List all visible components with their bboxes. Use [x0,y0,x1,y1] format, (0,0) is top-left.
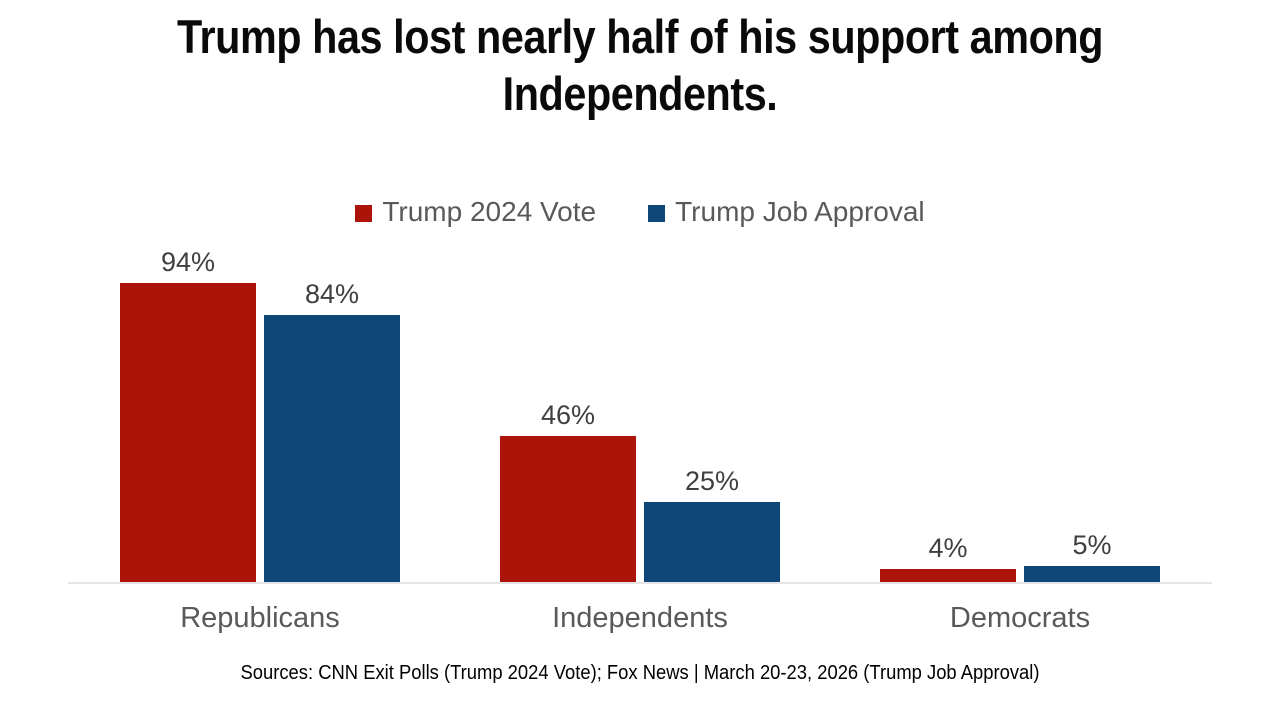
bar-value-label-trump-job-approval-democrats: 5% [1072,530,1112,560]
bar-cell-trump-job-approval-republicans: 84% [264,279,400,582]
category-label-democrats: Democrats [949,602,1091,634]
bar-trump-job-approval-republicans [264,315,400,582]
legend-label-trump-2024-vote: Trump 2024 Vote [382,196,597,227]
chart-title-line-2: Independents. [502,67,778,120]
legend: Trump 2024 Vote Trump Job Approval [0,196,1280,228]
bar-trump-2024-vote-independents [500,436,636,582]
bar-group-republicans: 94% 84% [120,247,400,582]
bar-cell-trump-job-approval-independents: 25% [644,466,780,582]
bar-cell-trump-job-approval-democrats: 5% [1024,530,1160,582]
bar-value-label-trump-2024-vote-democrats: 4% [928,533,968,563]
bar-cell-trump-2024-vote-democrats: 4% [880,533,1016,582]
legend-swatch-trump-2024-vote [355,204,373,222]
legend-item-trump-job-approval: Trump Job Approval [648,196,925,228]
category-labels: Republicans Independents Democrats [0,602,1280,642]
chart-title-line-1: Trump has lost nearly half of his suppor… [176,10,1104,63]
legend-item-trump-2024-vote: Trump 2024 Vote [355,196,596,228]
bar-group-independents: 46% 25% [500,400,780,582]
legend-label-trump-job-approval: Trump Job Approval [675,196,925,227]
bar-group-democrats: 4% 5% [880,530,1160,582]
category-label-republicans: Republicans [180,602,340,634]
chart-title: Trump has lost nearly half of his suppor… [94,8,1185,122]
bar-trump-job-approval-democrats [1024,566,1160,582]
source-note: Sources: CNN Exit Polls (Trump 2024 Vote… [240,662,1040,684]
bar-trump-2024-vote-republicans [120,283,256,582]
bar-value-label-trump-2024-vote-independents: 46% [540,400,596,430]
bar-cell-trump-2024-vote-republicans: 94% [120,247,256,582]
bar-trump-2024-vote-democrats [880,569,1016,582]
bar-value-label-trump-2024-vote-republicans: 94% [160,247,216,277]
bar-value-label-trump-job-approval-republicans: 84% [304,279,360,309]
legend-swatch-trump-job-approval [648,204,666,222]
x-axis-line [68,582,1212,584]
bar-value-label-trump-job-approval-independents: 25% [684,466,740,496]
bar-trump-job-approval-independents [644,502,780,582]
plot-area: 94% 84% 46% 25% 4% 5% [120,247,1160,582]
bar-cell-trump-2024-vote-independents: 46% [500,400,636,582]
category-label-independents: Independents [552,602,728,634]
